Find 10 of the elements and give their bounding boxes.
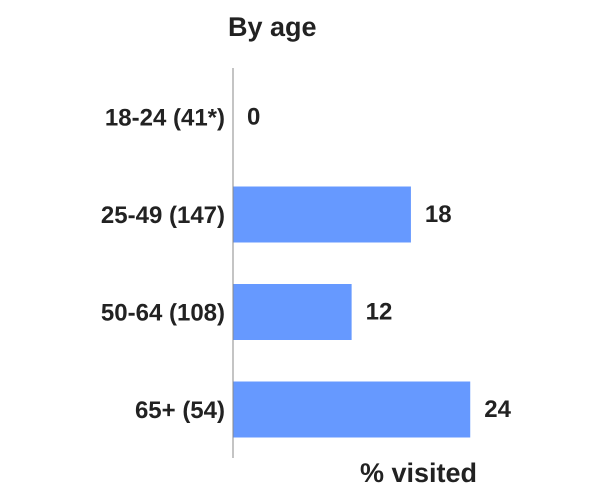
data-label: 0: [247, 104, 260, 130]
data-label: 12: [366, 298, 392, 326]
data-label: 24: [484, 396, 512, 423]
y-tick-label: 50-64 (108): [100, 299, 225, 326]
y-tick-label: 65+ (54): [134, 396, 225, 424]
x-axis-title: % visited: [360, 458, 478, 489]
chart-title: By age: [228, 12, 317, 43]
y-tick-label: 18-24 (41*): [104, 104, 225, 132]
data-label: 18: [424, 201, 452, 228]
y-tick-label: 25-49 (147): [100, 202, 225, 229]
